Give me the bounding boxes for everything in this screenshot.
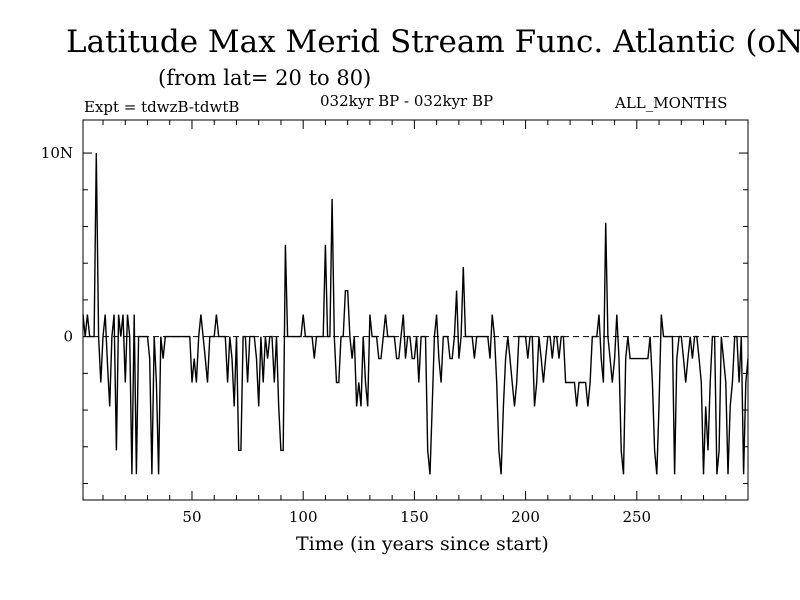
chart-subtitle: (from lat= 20 to 80) [158, 66, 372, 90]
series-line [82, 152, 749, 475]
x-tick-label: 200 [511, 508, 540, 526]
plot-frame [82, 119, 749, 501]
months-label: ALL_MONTHS [615, 94, 728, 112]
x-tick-label: 50 [182, 508, 201, 526]
chart-title: Latitude Max Merid Stream Func. Atlantic… [66, 24, 800, 60]
period-label: 032kyr BP - 032kyr BP [320, 92, 494, 110]
x-tick-label: 250 [622, 508, 651, 526]
x-tick-label: 150 [400, 508, 429, 526]
y-tick-label: 10N [41, 144, 73, 162]
x-tick-label: 100 [289, 508, 318, 526]
y-tick-label: 0 [63, 328, 73, 346]
experiment-label: Expt = tdwzB-tdwtB [84, 98, 240, 116]
x-axis-label: Time (in years since start) [296, 533, 549, 555]
